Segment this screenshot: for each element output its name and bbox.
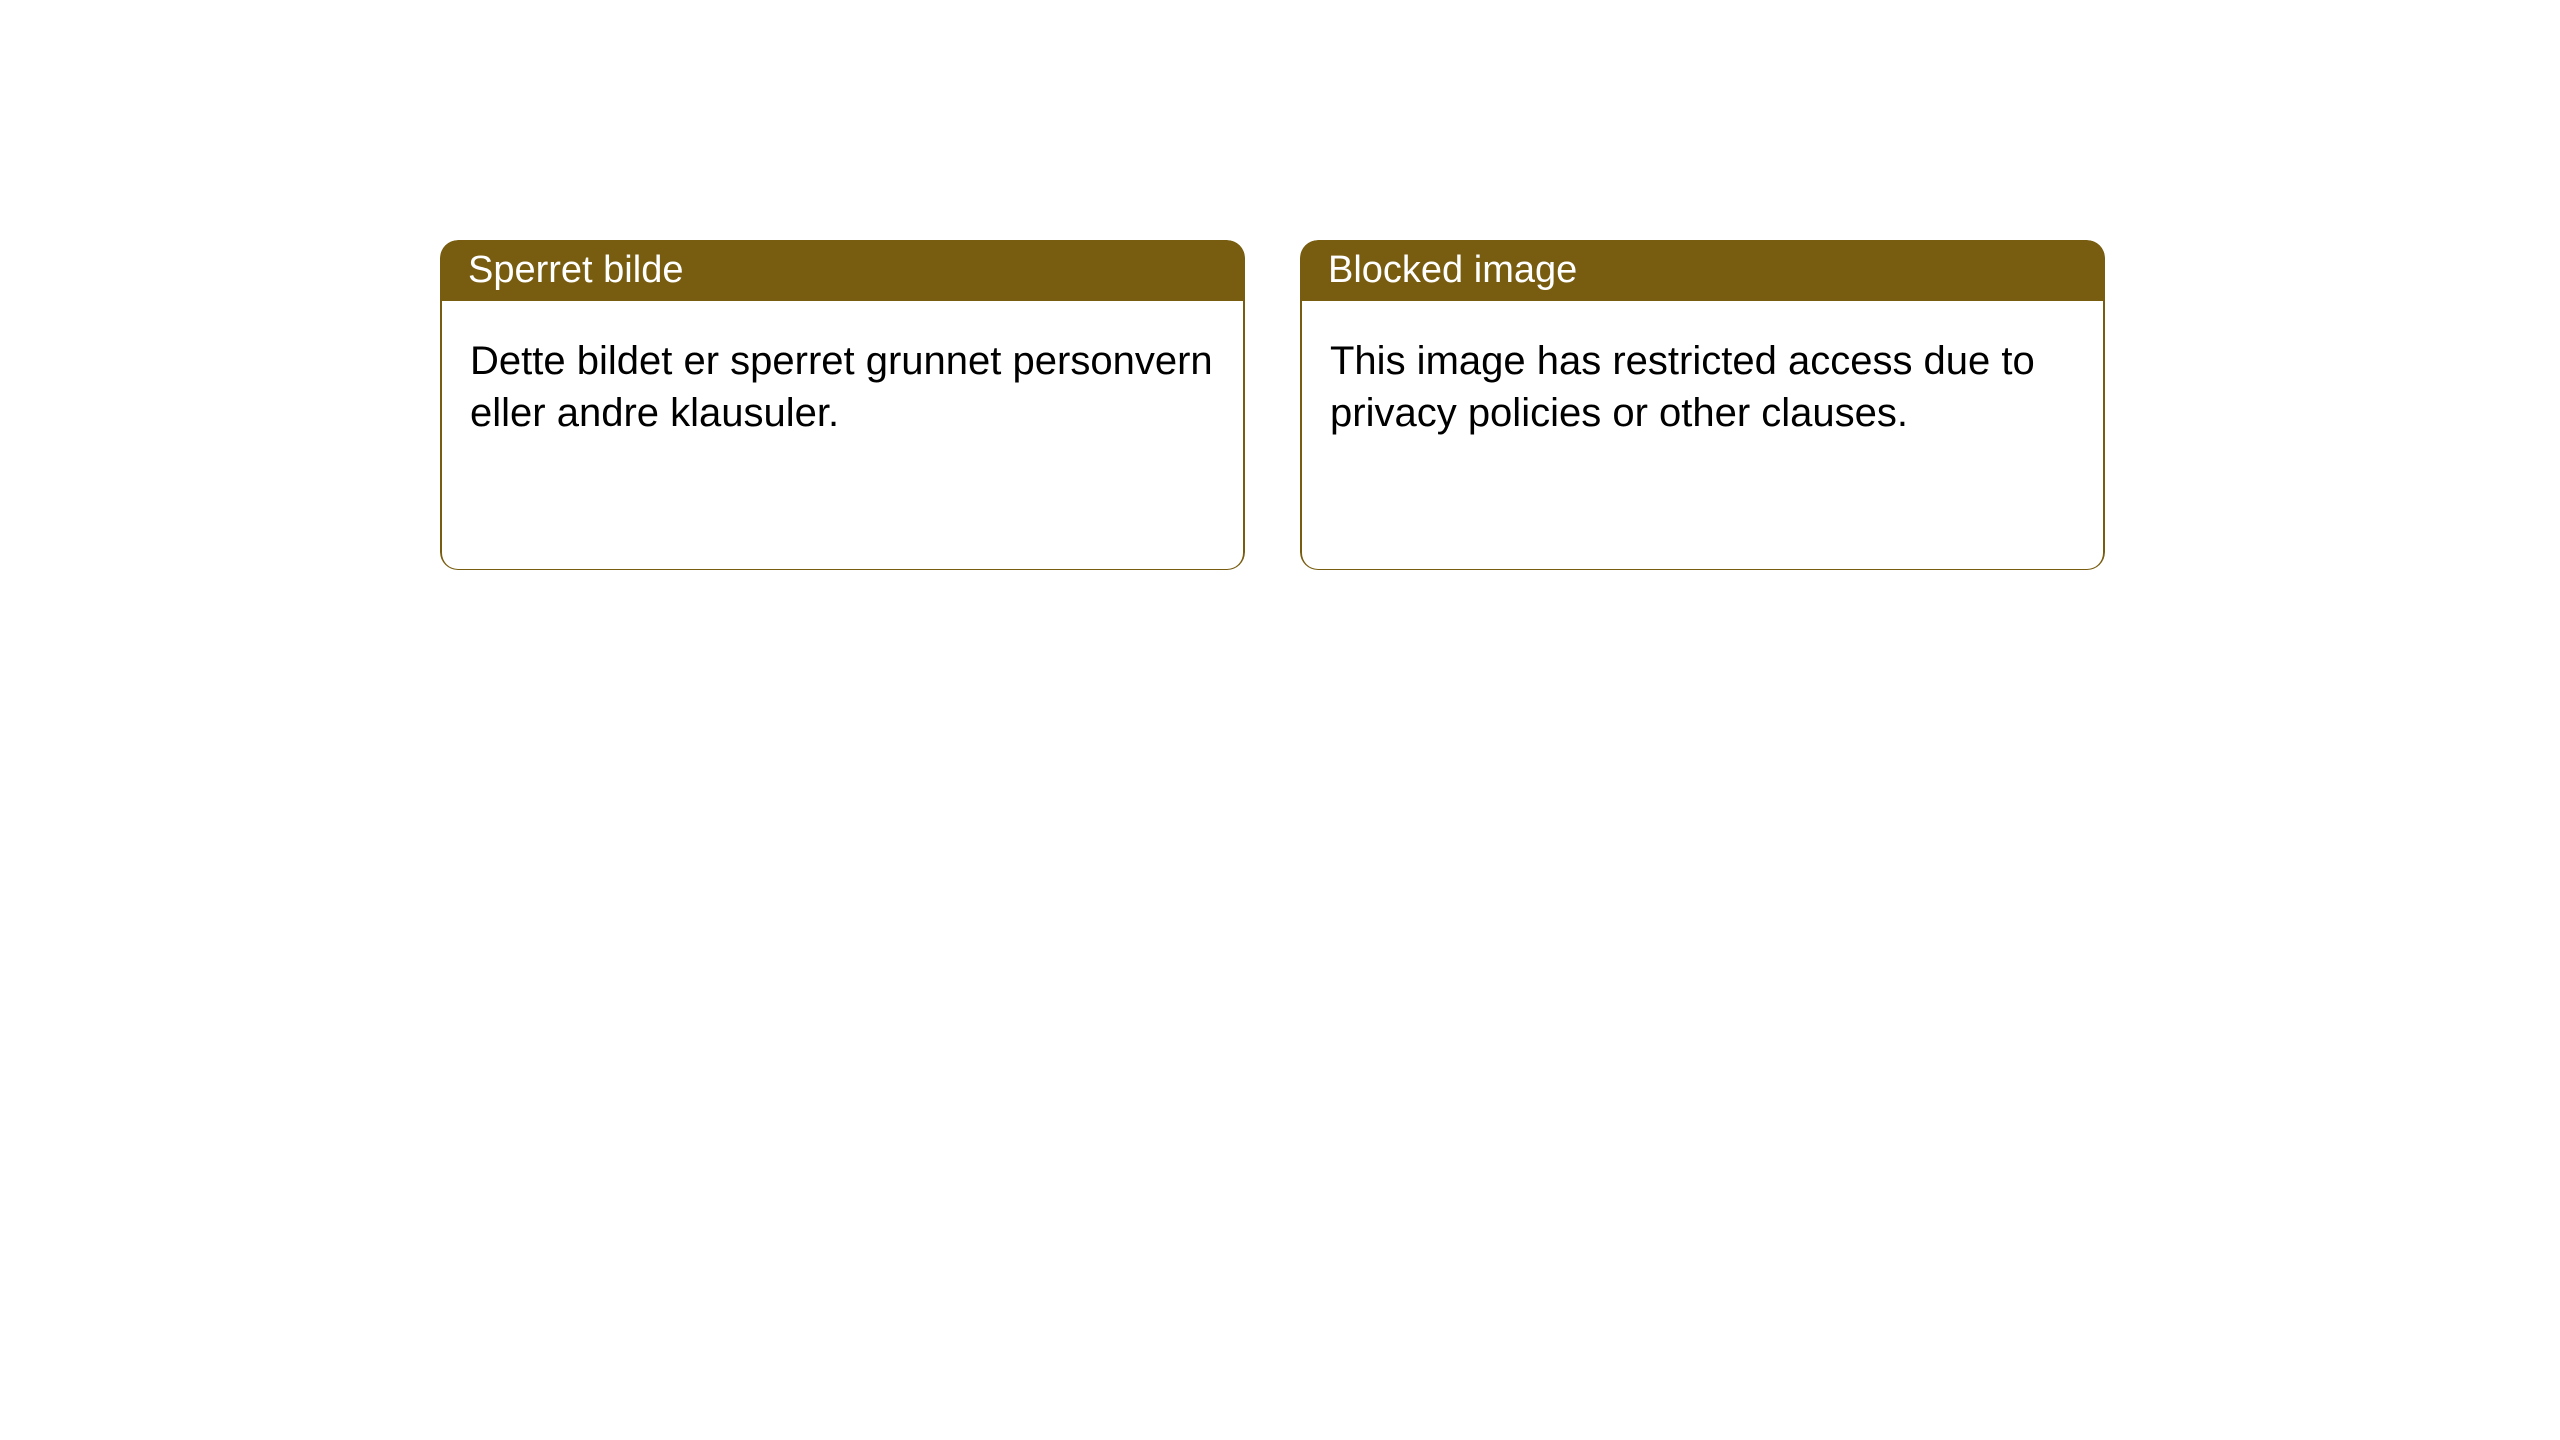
notice-card-en: Blocked image This image has restricted … (1300, 240, 2105, 570)
notice-card-no: Sperret bilde Dette bildet er sperret gr… (440, 240, 1245, 570)
notice-container: Sperret bilde Dette bildet er sperret gr… (0, 0, 2560, 570)
notice-header-no: Sperret bilde (440, 240, 1245, 301)
notice-body-no: Dette bildet er sperret grunnet personve… (440, 301, 1245, 570)
notice-body-en: This image has restricted access due to … (1300, 301, 2105, 570)
notice-header-en: Blocked image (1300, 240, 2105, 301)
